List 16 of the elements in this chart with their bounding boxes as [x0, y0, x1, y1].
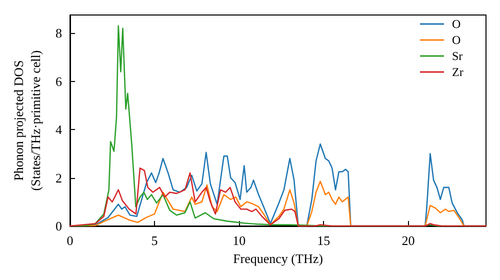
- y-tick-label: 0: [56, 218, 62, 234]
- y-axis-title: Phonon projected DOS (States/THz·primitive cell): [11, 50, 43, 191]
- x-tick-label: 0: [66, 233, 74, 248]
- y-tick-label: 8: [56, 26, 62, 41]
- x-tick-label: 5: [151, 233, 158, 248]
- y-tick-label: 4: [56, 122, 62, 138]
- legend-label: O: [452, 17, 461, 31]
- x-tick-label: 20: [402, 233, 415, 248]
- y-tick-label: 2: [56, 170, 62, 186]
- legend-label: Zr: [452, 65, 464, 79]
- x-axis-title: Frequency (THz): [233, 250, 323, 266]
- x-tick-label: 10: [232, 233, 246, 248]
- x-tick-label: 15: [317, 233, 330, 248]
- y-tick-label: 6: [56, 74, 62, 89]
- legend-label: O: [452, 33, 461, 47]
- legend-label: Sr: [452, 49, 463, 63]
